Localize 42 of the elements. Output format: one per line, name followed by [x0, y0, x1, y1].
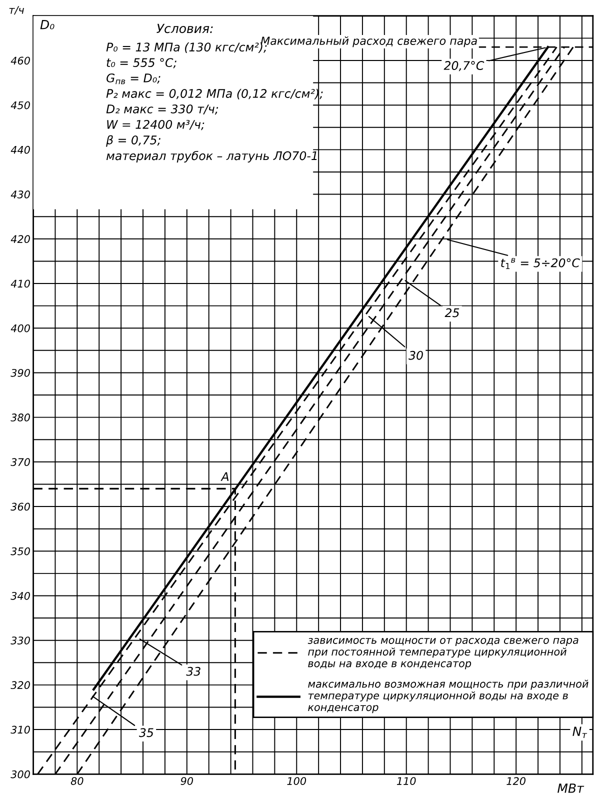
annotation: 25: [444, 308, 460, 318]
legend-label: максимально возможная мощность при различной температуре циркуляционной воды на входе в конденсатор: [308, 680, 588, 714]
x-tick-label: 100: [287, 777, 306, 785]
y-tick-label: 380: [10, 414, 30, 422]
annotation: N$_{т}$: [572, 726, 588, 738]
y-tick-label: 310: [10, 726, 30, 734]
annotation: Условия:: [156, 24, 213, 34]
annotation: материал трубок – латунь ЛО70-1: [106, 150, 317, 162]
y-tick-label: 410: [10, 280, 30, 288]
annotation: G$_{пв}$ = D₀;: [106, 73, 160, 84]
y-tick-label: 370: [10, 458, 30, 466]
annotation: β = 0,75;: [106, 135, 160, 147]
y-tick-label: 400: [10, 324, 30, 332]
annotation: W = 12400 м³/ч;: [107, 120, 204, 130]
annotation: A: [220, 472, 229, 481]
y-tick-label: 300: [10, 770, 30, 778]
x-tick-label: 80: [70, 777, 84, 785]
x-tick-label: 110: [396, 777, 416, 785]
y-tick-label: 390: [10, 368, 30, 377]
annotation: 30: [408, 350, 423, 360]
x-axis-title: МВт: [558, 784, 584, 793]
annotation: 20,7°C: [444, 61, 484, 72]
y-tick-label: 340: [10, 592, 30, 600]
y-tick-label: 450: [10, 101, 30, 110]
y-tick-label: 360: [10, 502, 30, 511]
annotation: t₀ = 555 °C;: [106, 58, 176, 68]
y-axis-title: т/ч: [9, 6, 24, 15]
y-tick-label: 420: [10, 235, 30, 244]
y-tick-label: 320: [10, 681, 30, 690]
annotation: 35: [138, 728, 154, 738]
annotation: D₀: [40, 20, 54, 30]
x-tick-label: 120: [506, 777, 526, 785]
y-tick-label: 460: [10, 56, 30, 65]
legend-label: зависимость мощности от расхода свежего пара при постоянной температуре циркуляционной воды на входе в конденсатор: [308, 638, 578, 670]
y-tick-label: 330: [10, 636, 30, 644]
annotation: D₂ макс = 330 т/ч;: [106, 104, 218, 115]
x-tick-label: 90: [180, 777, 193, 785]
y-tick-label: 350: [10, 547, 30, 556]
annotation: t$_{1}$$^{в}$ = 5÷20°C: [501, 258, 580, 270]
y-tick-label: 430: [10, 190, 30, 198]
y-tick-label: 440: [10, 146, 30, 154]
annotation: 33: [186, 666, 200, 676]
